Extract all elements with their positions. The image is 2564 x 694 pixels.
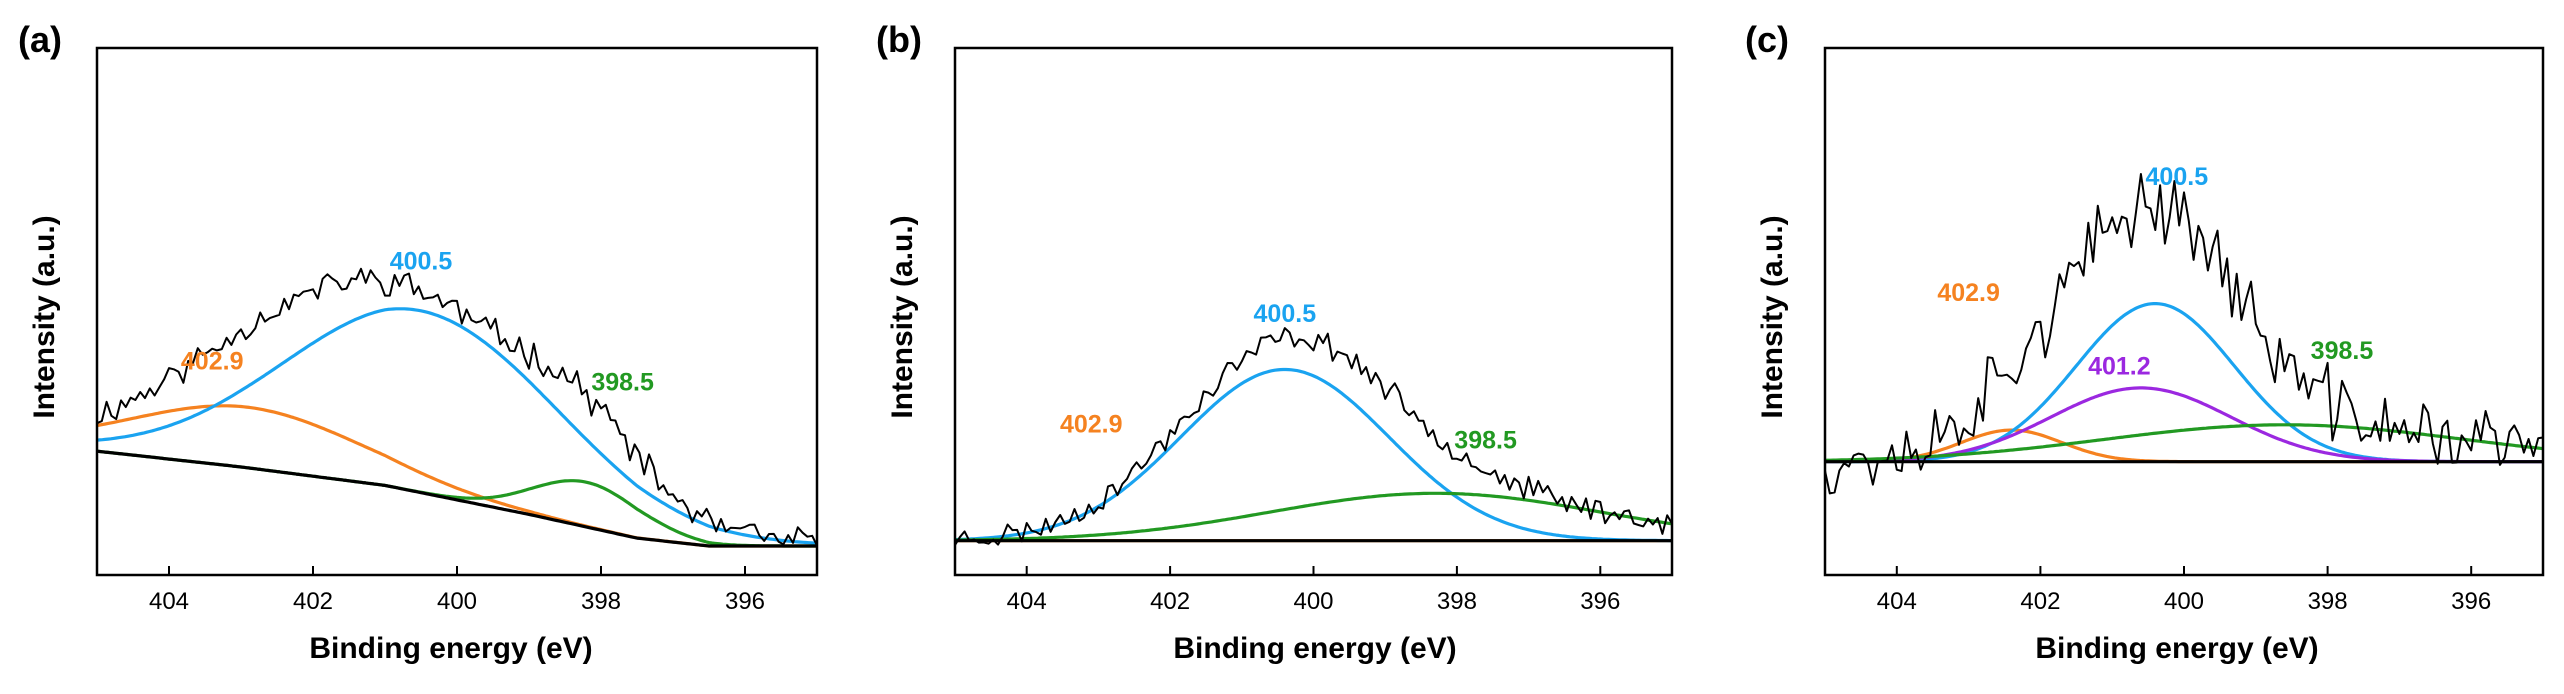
peak-label: 400.5 (1254, 300, 1317, 328)
x-ticks: 404 402 400 398 396 (1007, 566, 1620, 615)
series-group (96, 267, 818, 548)
x-tick-label: 396 (1580, 588, 1620, 615)
plot-frame (1823, 46, 2545, 577)
x-tick-label: 398 (2308, 588, 2348, 615)
x-axis-title: Binding energy (eV) (2035, 632, 2318, 665)
x-tick-label: 400 (437, 588, 477, 615)
panel-label: (c) (1745, 19, 1789, 60)
series-group (954, 327, 1673, 546)
x-axis-title: Binding energy (eV) (1173, 632, 1456, 665)
peak-label: 400.5 (2146, 163, 2209, 191)
x-ticks: 404 402 400 398 396 (1877, 566, 2491, 615)
panel-label: (b) (876, 19, 922, 60)
peak-labels: 400.5 402.9 401.2 398.5 (1937, 163, 2373, 381)
y-axis-title: Intensity (a.u.) (1756, 215, 1789, 418)
peak-labels: 400.5 402.9 398.5 (1060, 300, 1517, 454)
fit-peak-398.5 (1824, 423, 2544, 462)
fit-peak-400.5 (954, 367, 1672, 543)
x-tick-label: 402 (293, 588, 333, 615)
peak-label: 401.2 (2088, 353, 2151, 381)
x-ticks: 404 402 400 398 396 (149, 566, 765, 615)
x-tick-label: 400 (1293, 588, 1333, 615)
y-axis-title: Intensity (a.u.) (28, 215, 61, 418)
peak-label: 398.5 (591, 369, 654, 397)
fit-peak-398.5 (954, 491, 1673, 542)
panel-label: (a) (18, 19, 62, 60)
plot-frame (953, 46, 1674, 577)
x-axis-title: Binding energy (eV) (309, 632, 592, 665)
x-tick-label: 404 (1007, 588, 1047, 615)
x-tick-label: 404 (1877, 588, 1917, 615)
peak-labels: 400.5 402.9 398.5 (181, 247, 654, 396)
peak-label: 398.5 (1454, 427, 1517, 455)
fit-peak-400.5 (96, 307, 818, 545)
peak-label: 402.9 (1060, 411, 1123, 439)
plot-frame (95, 46, 819, 577)
peak-label: 402.9 (1937, 279, 2000, 307)
peak-label: 402.9 (181, 347, 244, 375)
x-tick-label: 396 (725, 588, 765, 615)
x-tick-label: 398 (581, 588, 621, 615)
peak-label: 400.5 (390, 247, 453, 275)
panel-c: (c) Intensity (a.u.) Binding energy (eV)… (1745, 19, 2545, 665)
x-tick-label: 398 (1437, 588, 1477, 615)
x-tick-label: 402 (1150, 588, 1190, 615)
panel-b: (b) Intensity (a.u.) Binding energy (eV)… (876, 19, 1674, 665)
data-curve (954, 327, 1673, 546)
panel-a: (a) Intensity (a.u.) Binding energy (eV)… (18, 19, 819, 665)
data-curve (1824, 173, 2544, 495)
x-tick-label: 400 (2164, 588, 2204, 615)
peak-label: 398.5 (2311, 337, 2374, 365)
y-axis-title: Intensity (a.u.) (886, 215, 919, 418)
series-group (1824, 173, 2544, 495)
x-tick-label: 402 (2020, 588, 2060, 615)
baseline-curve (96, 449, 817, 548)
x-tick-label: 396 (2451, 588, 2491, 615)
x-tick-label: 404 (149, 588, 189, 615)
data-curve (96, 267, 818, 546)
